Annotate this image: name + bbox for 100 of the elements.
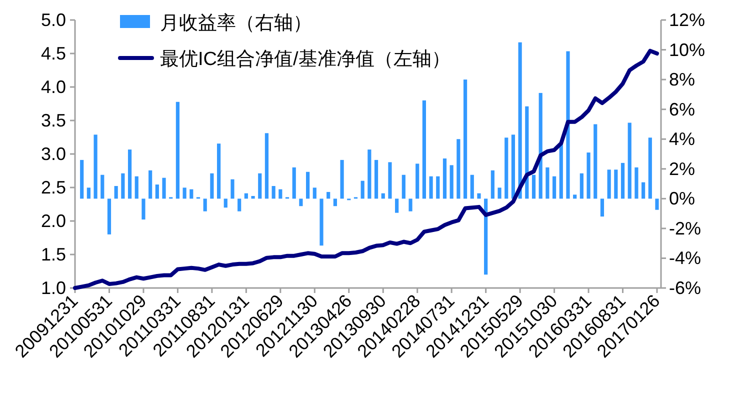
bar bbox=[210, 173, 214, 199]
bar bbox=[456, 139, 460, 199]
bar bbox=[634, 167, 638, 199]
bar bbox=[490, 170, 494, 199]
bar bbox=[422, 100, 426, 199]
y-tick-label: 4.5 bbox=[40, 44, 66, 64]
bar bbox=[450, 165, 454, 199]
bar bbox=[272, 186, 276, 199]
bar bbox=[614, 170, 618, 199]
bar bbox=[607, 170, 611, 199]
bar bbox=[251, 196, 255, 199]
bar bbox=[477, 193, 481, 199]
bar bbox=[532, 174, 536, 199]
bar bbox=[333, 198, 337, 206]
bar bbox=[264, 133, 269, 199]
bar bbox=[484, 198, 488, 275]
bar bbox=[299, 198, 303, 206]
bar bbox=[86, 188, 90, 199]
bar bbox=[312, 188, 316, 199]
y-tick-label: 3.5 bbox=[40, 110, 66, 130]
y2-tick-label: -2% bbox=[669, 218, 702, 238]
bar bbox=[128, 150, 132, 199]
bar bbox=[114, 186, 118, 199]
bar bbox=[388, 162, 392, 199]
bar bbox=[525, 106, 529, 199]
bar bbox=[655, 198, 659, 210]
bar bbox=[374, 160, 378, 199]
bar bbox=[628, 122, 632, 199]
bar bbox=[244, 193, 248, 199]
bar bbox=[429, 176, 433, 199]
bar bbox=[518, 42, 522, 199]
bar bbox=[176, 102, 180, 199]
bar bbox=[360, 180, 364, 199]
bar bbox=[292, 167, 296, 199]
bar bbox=[306, 172, 310, 199]
bar bbox=[100, 174, 104, 199]
bar bbox=[408, 198, 412, 212]
y2-tick-label: 8% bbox=[669, 70, 696, 90]
bar bbox=[580, 173, 584, 199]
bar bbox=[402, 174, 406, 199]
bar bbox=[511, 134, 516, 199]
bar bbox=[107, 198, 112, 234]
y2-tick-label: 0% bbox=[669, 188, 696, 209]
y-tick-label: 5.0 bbox=[40, 10, 66, 30]
bar bbox=[463, 80, 468, 199]
bar bbox=[498, 188, 502, 199]
y2-tick-label: 6% bbox=[669, 99, 696, 120]
bar bbox=[642, 182, 646, 199]
y2-tick-label: 4% bbox=[669, 129, 696, 150]
bar bbox=[238, 198, 242, 212]
bar bbox=[134, 176, 138, 199]
bar bbox=[203, 198, 207, 212]
bar bbox=[278, 189, 282, 199]
bar bbox=[381, 193, 385, 199]
bar bbox=[368, 150, 372, 199]
y-tick-label: 1.5 bbox=[40, 244, 66, 264]
bar bbox=[148, 170, 152, 199]
y-tick-label: 2.5 bbox=[40, 178, 66, 198]
y2-tick-label: -4% bbox=[669, 248, 702, 268]
bar bbox=[142, 198, 146, 220]
y2-tick-label: -6% bbox=[669, 278, 702, 298]
bar bbox=[573, 194, 577, 199]
bar bbox=[80, 160, 84, 199]
y-tick-label: 3.0 bbox=[40, 144, 66, 164]
bar bbox=[216, 144, 221, 199]
bar bbox=[552, 176, 556, 199]
bar bbox=[182, 188, 186, 199]
y2-tick-label: 2% bbox=[669, 158, 696, 179]
bar bbox=[155, 184, 159, 199]
bar bbox=[600, 198, 604, 217]
bar bbox=[230, 179, 234, 199]
bar bbox=[566, 51, 570, 199]
bar bbox=[559, 144, 563, 199]
legend-label: 最优IC组合净值/基准净值（左轴） bbox=[160, 49, 450, 70]
y-tick-label: 2.0 bbox=[40, 211, 66, 231]
bar bbox=[121, 173, 125, 199]
legend-label: 月收益率（右轴） bbox=[160, 12, 312, 34]
y-tick-label: 4.0 bbox=[40, 77, 66, 97]
bar bbox=[442, 158, 447, 199]
bar bbox=[620, 162, 625, 199]
bar bbox=[504, 138, 508, 199]
y-tick-label: 1.0 bbox=[40, 278, 66, 298]
bar bbox=[470, 174, 474, 199]
bar bbox=[395, 198, 399, 213]
bar bbox=[436, 176, 440, 199]
y2-tick-label: 10% bbox=[669, 40, 706, 60]
bar bbox=[648, 138, 652, 199]
bar bbox=[546, 167, 550, 199]
bar bbox=[538, 92, 542, 199]
bar bbox=[340, 160, 344, 199]
bar bbox=[594, 124, 598, 199]
bar bbox=[190, 189, 194, 199]
y2-tick-label: 12% bbox=[669, 10, 706, 30]
bar bbox=[162, 178, 166, 199]
bar bbox=[326, 192, 330, 199]
bar bbox=[320, 198, 324, 246]
bar bbox=[258, 173, 262, 199]
bar bbox=[94, 134, 98, 199]
bar bbox=[224, 198, 228, 208]
bar bbox=[586, 152, 590, 199]
